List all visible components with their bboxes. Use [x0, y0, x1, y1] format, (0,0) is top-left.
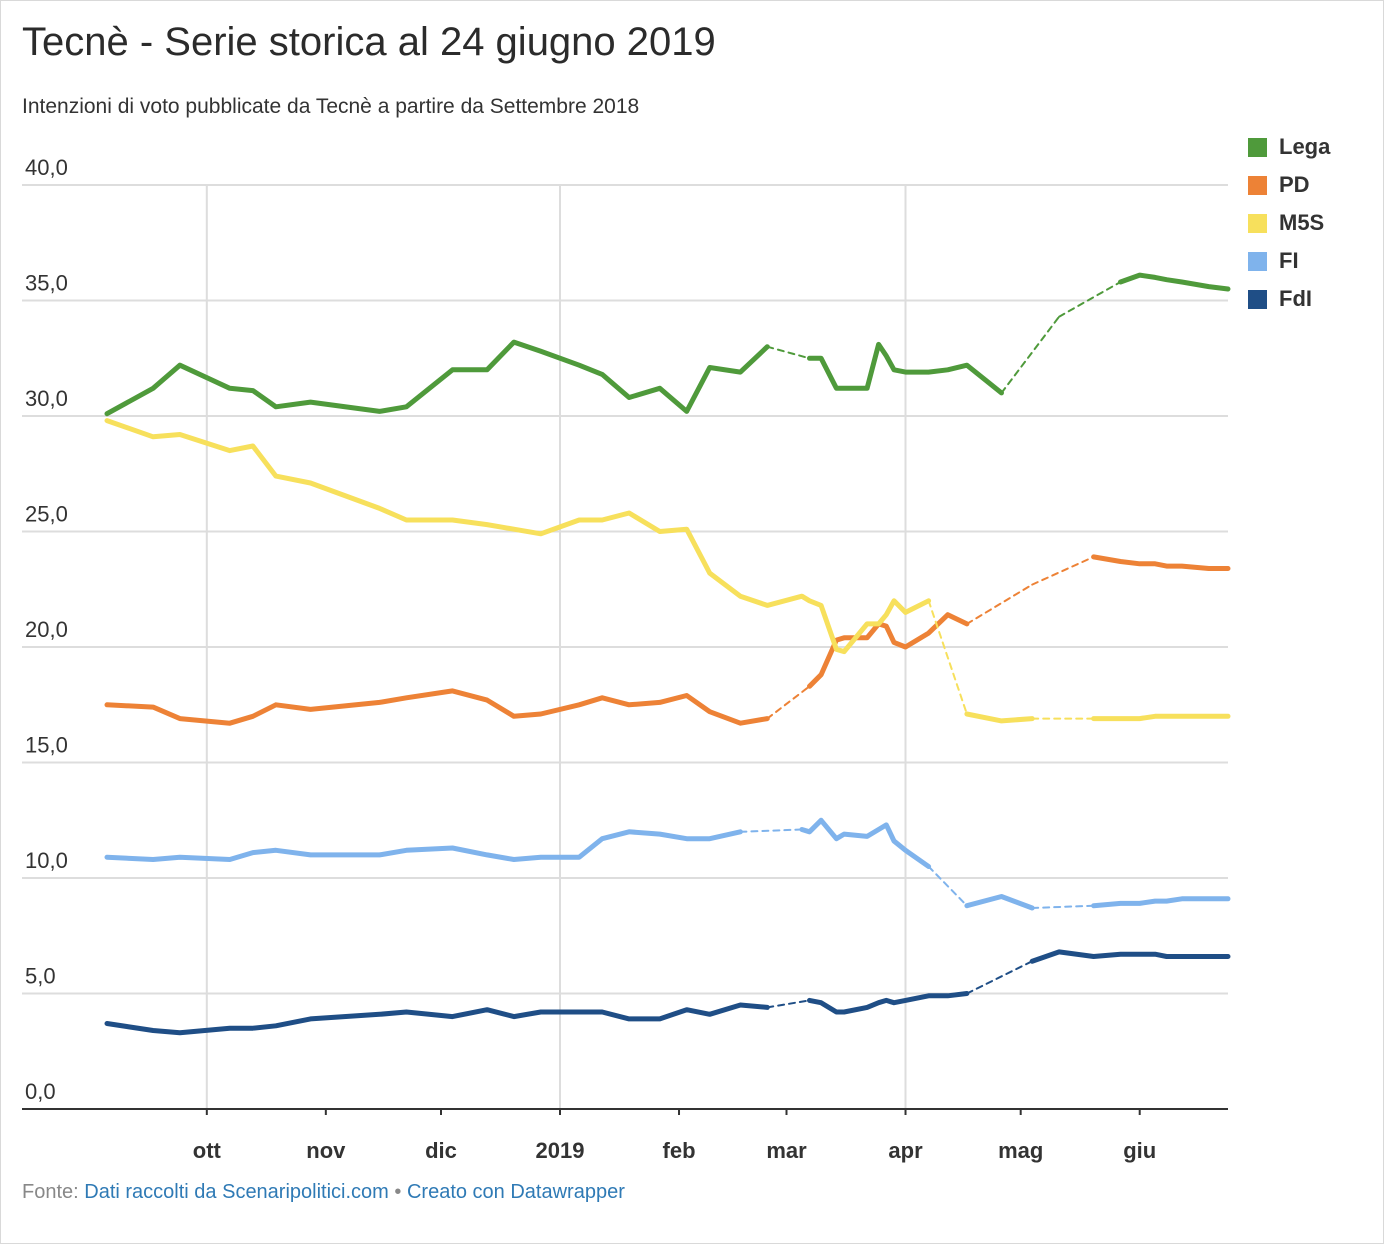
- chart-title: Tecnè - Serie storica al 24 giugno 2019: [22, 20, 716, 64]
- chart-subtitle: Intenzioni di voto pubblicate da Tecnè a…: [22, 95, 640, 118]
- series-layer: [104, 272, 1231, 1036]
- series-line-lega: [807, 341, 1004, 396]
- series-line-gap-lega: [1058, 281, 1122, 318]
- x-tick-label: nov: [306, 1138, 346, 1163]
- series-line-pd: [807, 612, 970, 689]
- legend-item-m5s: M5S: [1248, 204, 1330, 242]
- series-line-gap-lega: [766, 345, 811, 360]
- series-line-gap-pd: [965, 583, 1034, 625]
- series-fi: [104, 817, 1231, 911]
- source-prefix: Fonte:: [22, 1181, 79, 1203]
- series-line-gap-fi: [739, 828, 803, 833]
- series-line-m5s: [1091, 713, 1231, 722]
- x-tick-label: dic: [425, 1138, 457, 1163]
- series-line-fi: [964, 894, 1035, 911]
- series-line-pd: [1091, 554, 1231, 571]
- series-line-gap-fi: [927, 865, 968, 907]
- legend-swatch: [1248, 175, 1267, 195]
- x-tick-label: ott: [193, 1138, 222, 1163]
- grid-layer: [22, 184, 1228, 1109]
- series-line-gap-lega: [1000, 315, 1061, 394]
- series-line-pd: [104, 688, 770, 726]
- series-line-lega: [104, 339, 770, 417]
- x-tick-label: feb: [663, 1138, 696, 1163]
- legend-item-fdi: FdI: [1248, 280, 1330, 318]
- y-tick-label: 25,0: [25, 502, 68, 527]
- series-fdi: [104, 949, 1231, 1036]
- x-tick-label: mag: [998, 1138, 1043, 1163]
- y-tick-label: 5,0: [25, 964, 56, 989]
- x-tick-label: giu: [1123, 1138, 1156, 1163]
- y-tick-label: 20,0: [25, 617, 68, 642]
- series-line-fi: [1091, 896, 1231, 909]
- legend-item-pd: PD: [1248, 166, 1330, 204]
- series-line-gap-fi: [1031, 904, 1095, 909]
- series-line-fdi: [807, 991, 970, 1015]
- series-line-fdi: [1029, 949, 1231, 964]
- series-line-lega: [1118, 272, 1231, 292]
- series-line-fi: [104, 829, 743, 862]
- legend-item-lega: Lega: [1248, 128, 1330, 166]
- legend-label: M5S: [1279, 210, 1325, 235]
- series-line-m5s: [964, 711, 1035, 724]
- footer-separator: •: [394, 1181, 402, 1203]
- legend: Lega PD M5S FI FdI: [1248, 128, 1330, 318]
- legend-swatch: [1248, 137, 1267, 157]
- legend-item-fi: FI: [1248, 242, 1330, 280]
- legend-label: FI: [1279, 248, 1299, 273]
- series-line-gap-fdi: [965, 960, 1034, 995]
- series-line-gap-m5s: [927, 599, 968, 715]
- axis-layer: 0,0 5,0 10,0 15,0 20,0 25,0 30,0 35,0 40,0 ott nov…: [22, 155, 1228, 1163]
- y-tick-label: 40,0: [25, 155, 68, 180]
- x-tick-label: 2019: [536, 1138, 585, 1163]
- series-line-gap-fdi: [766, 999, 811, 1009]
- series-pd: [104, 554, 1231, 726]
- legend-label: PD: [1279, 172, 1310, 197]
- x-tick-label: mar: [766, 1138, 807, 1163]
- series-line-fi: [799, 817, 932, 869]
- y-tick-label: 15,0: [25, 733, 68, 758]
- y-tick-label: 10,0: [25, 848, 68, 873]
- x-tick-label: apr: [888, 1138, 923, 1163]
- series-line-gap-pd: [1031, 555, 1095, 586]
- legend-swatch: [1248, 213, 1267, 233]
- legend-swatch: [1248, 251, 1267, 271]
- series-line-m5s: [104, 418, 932, 655]
- series-lega: [104, 272, 1231, 417]
- series-m5s: [104, 418, 1231, 724]
- footer: Fonte: Dati raccolti da Scenaripolitici.…: [22, 1181, 625, 1204]
- legend-swatch: [1248, 289, 1267, 309]
- y-tick-label: 35,0: [25, 271, 68, 296]
- legend-label: Lega: [1279, 134, 1331, 159]
- series-line-fdi: [104, 1002, 770, 1036]
- y-tick-label: 30,0: [25, 386, 68, 411]
- source-link[interactable]: Dati raccolti da Scenaripolitici.com: [84, 1181, 389, 1203]
- y-tick-label: 0,0: [25, 1079, 56, 1104]
- series-line-gap-pd: [766, 685, 811, 720]
- legend-label: FdI: [1279, 286, 1312, 311]
- credit-link[interactable]: Creato con Datawrapper: [406, 1181, 625, 1203]
